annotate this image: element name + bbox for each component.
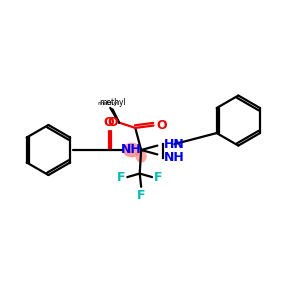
Text: HN: HN <box>164 138 184 151</box>
Text: NH: NH <box>164 152 184 164</box>
Text: methyl: methyl <box>98 101 120 106</box>
Text: F: F <box>117 171 125 184</box>
Text: NH: NH <box>122 143 142 157</box>
Text: O: O <box>156 119 166 132</box>
Text: O: O <box>103 116 114 129</box>
Text: O: O <box>107 116 118 128</box>
Text: methyl: methyl <box>99 98 126 107</box>
Ellipse shape <box>136 150 147 163</box>
Text: F: F <box>137 189 146 202</box>
Ellipse shape <box>123 142 141 158</box>
Text: F: F <box>154 171 163 184</box>
